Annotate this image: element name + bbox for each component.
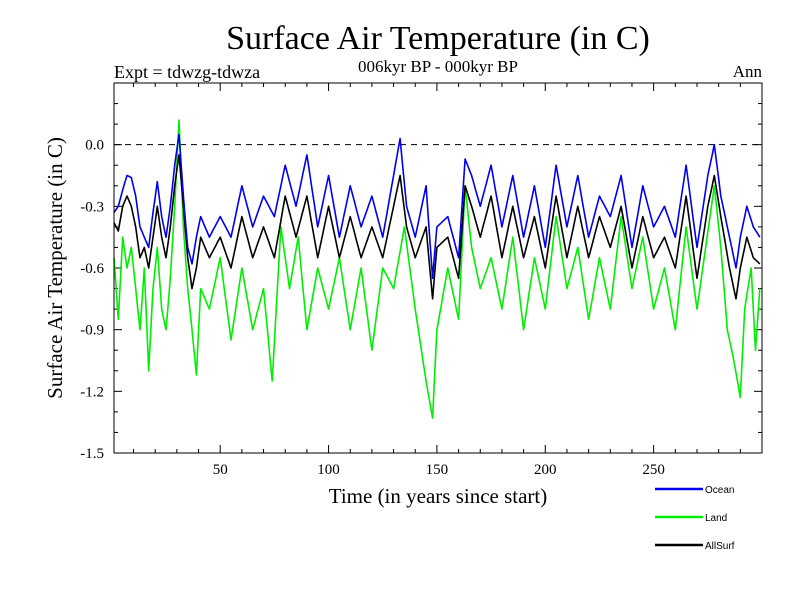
series-line-ocean: [113, 133, 761, 280]
x-tick-label: 250: [642, 462, 665, 478]
x-tick-label: 100: [317, 462, 340, 478]
y-tick-label: -1.2: [80, 384, 104, 400]
legend: Ocean Land AllSurf: [655, 485, 735, 552]
y-tick-label: -1.5: [80, 446, 104, 462]
chart-title: Surface Air Temperature (in C): [226, 20, 650, 57]
legend-label-ocean: Ocean: [705, 485, 734, 496]
x-tick-label: 50: [213, 462, 228, 478]
season-label: Ann: [733, 62, 763, 81]
chart-subtitle: 006kyr BP - 000kyr BP: [358, 57, 518, 76]
experiment-label: Expt = tdwzg-tdwza: [114, 62, 260, 82]
series-lines: [113, 119, 761, 419]
x-tick-label: 200: [534, 462, 557, 478]
legend-label-land: Land: [705, 513, 727, 524]
x-axis-label: Time (in years since start): [329, 484, 548, 508]
series-line-land: [113, 119, 761, 419]
series-line-allsurf: [113, 154, 761, 300]
x-tick-label: 150: [426, 462, 449, 478]
plot-frame: [113, 82, 763, 454]
y-tick-label: -0.9: [80, 323, 104, 339]
y-tick-label: -0.3: [80, 199, 104, 215]
tick-labels: 50 100 150 200 250 -1.5 -1.2 -0.9 -0.6 -0.3 0.0: [80, 138, 665, 478]
legend-label-allsurf: AllSurf: [705, 541, 735, 552]
y-tick-label: -0.6: [80, 261, 104, 277]
y-tick-label: 0.0: [85, 138, 104, 154]
y-axis-label: Surface Air Temperature (in C): [43, 137, 67, 399]
